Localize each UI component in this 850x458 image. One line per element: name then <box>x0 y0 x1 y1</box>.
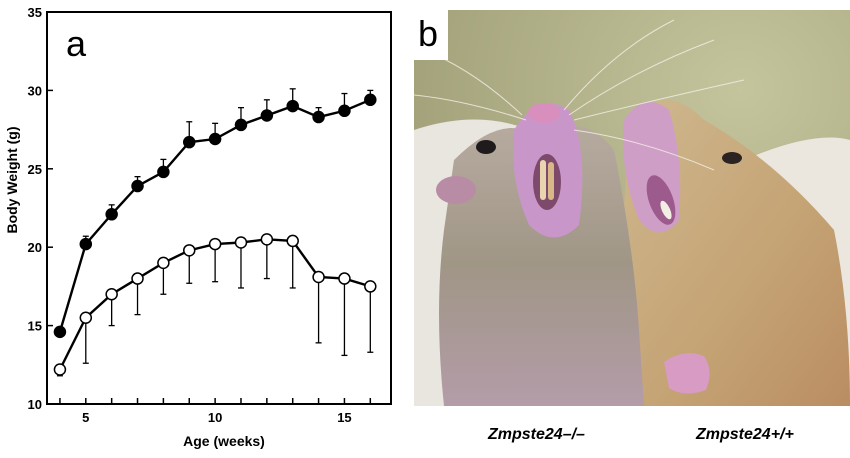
y-tick-label: 35 <box>28 5 42 20</box>
y-tick-label: 15 <box>28 319 42 334</box>
caption-knockout: Zmpste24–/– <box>488 426 585 443</box>
left-mouse-nose <box>528 103 560 123</box>
data-point <box>53 363 67 376</box>
y-tick-label: 25 <box>28 162 42 177</box>
y-tick-label: 20 <box>28 240 42 255</box>
x-tick-label: 5 <box>82 410 89 425</box>
series-knockout <box>53 88 377 339</box>
data-point <box>234 118 248 132</box>
data-point <box>312 110 325 124</box>
data-point <box>105 287 118 301</box>
x-tick-label: 15 <box>337 410 351 425</box>
data-point <box>105 208 118 221</box>
data-point <box>338 272 351 285</box>
data-point <box>131 179 144 193</box>
data-point <box>312 270 325 284</box>
data-point <box>53 325 67 339</box>
left-mouse-body <box>439 123 644 406</box>
right-mouse-eye <box>722 152 742 164</box>
data-point <box>286 234 299 248</box>
data-point <box>183 135 196 149</box>
data-point <box>79 311 93 325</box>
left-mouse-eye <box>476 140 496 154</box>
data-point <box>234 236 248 249</box>
left-mouse-ear <box>436 176 476 204</box>
data-point <box>260 109 274 122</box>
data-point <box>208 237 222 251</box>
x-axis-title: Age (weeks) <box>183 433 265 449</box>
plot-frame <box>46 11 392 405</box>
data-point <box>364 93 377 107</box>
whiskers <box>414 19 745 171</box>
y-axis-title: Body Weight (g) <box>4 126 20 233</box>
data-point <box>183 244 196 257</box>
panel-a-label: a <box>66 23 87 64</box>
body-weight-chart: a 10 15 20 25 30 35 5 10 15 Age (weeks) Body Wei… <box>4 5 392 449</box>
data-point <box>260 233 274 246</box>
data-point <box>286 99 299 113</box>
mouse-photo: b <box>414 10 850 406</box>
panel-b-label: b <box>418 13 439 54</box>
data-point <box>157 256 170 270</box>
panel-b-label-box: b <box>414 10 448 60</box>
data-point <box>208 132 222 146</box>
left-mouse-incisor-1 <box>540 160 546 200</box>
caption-wildtype: Zmpste24+/+ <box>696 426 794 443</box>
x-tick-label: 10 <box>208 410 222 425</box>
data-point <box>157 165 170 179</box>
left-mouse-incisor-2 <box>548 162 554 200</box>
data-point <box>338 104 351 118</box>
mouse-photo-illustration <box>414 10 850 406</box>
y-tick-label: 30 <box>28 83 42 98</box>
data-series <box>53 88 377 377</box>
paw <box>664 353 710 394</box>
axis-ticks: 10 15 20 25 30 35 5 10 15 <box>28 5 372 425</box>
right-mouse-tooth <box>660 200 672 220</box>
left-mouse-mouth <box>533 154 561 210</box>
y-tick-label: 10 <box>28 397 42 412</box>
data-point <box>79 237 93 251</box>
series-wildtype <box>53 233 377 377</box>
data-point <box>131 272 144 285</box>
data-point <box>364 280 377 293</box>
